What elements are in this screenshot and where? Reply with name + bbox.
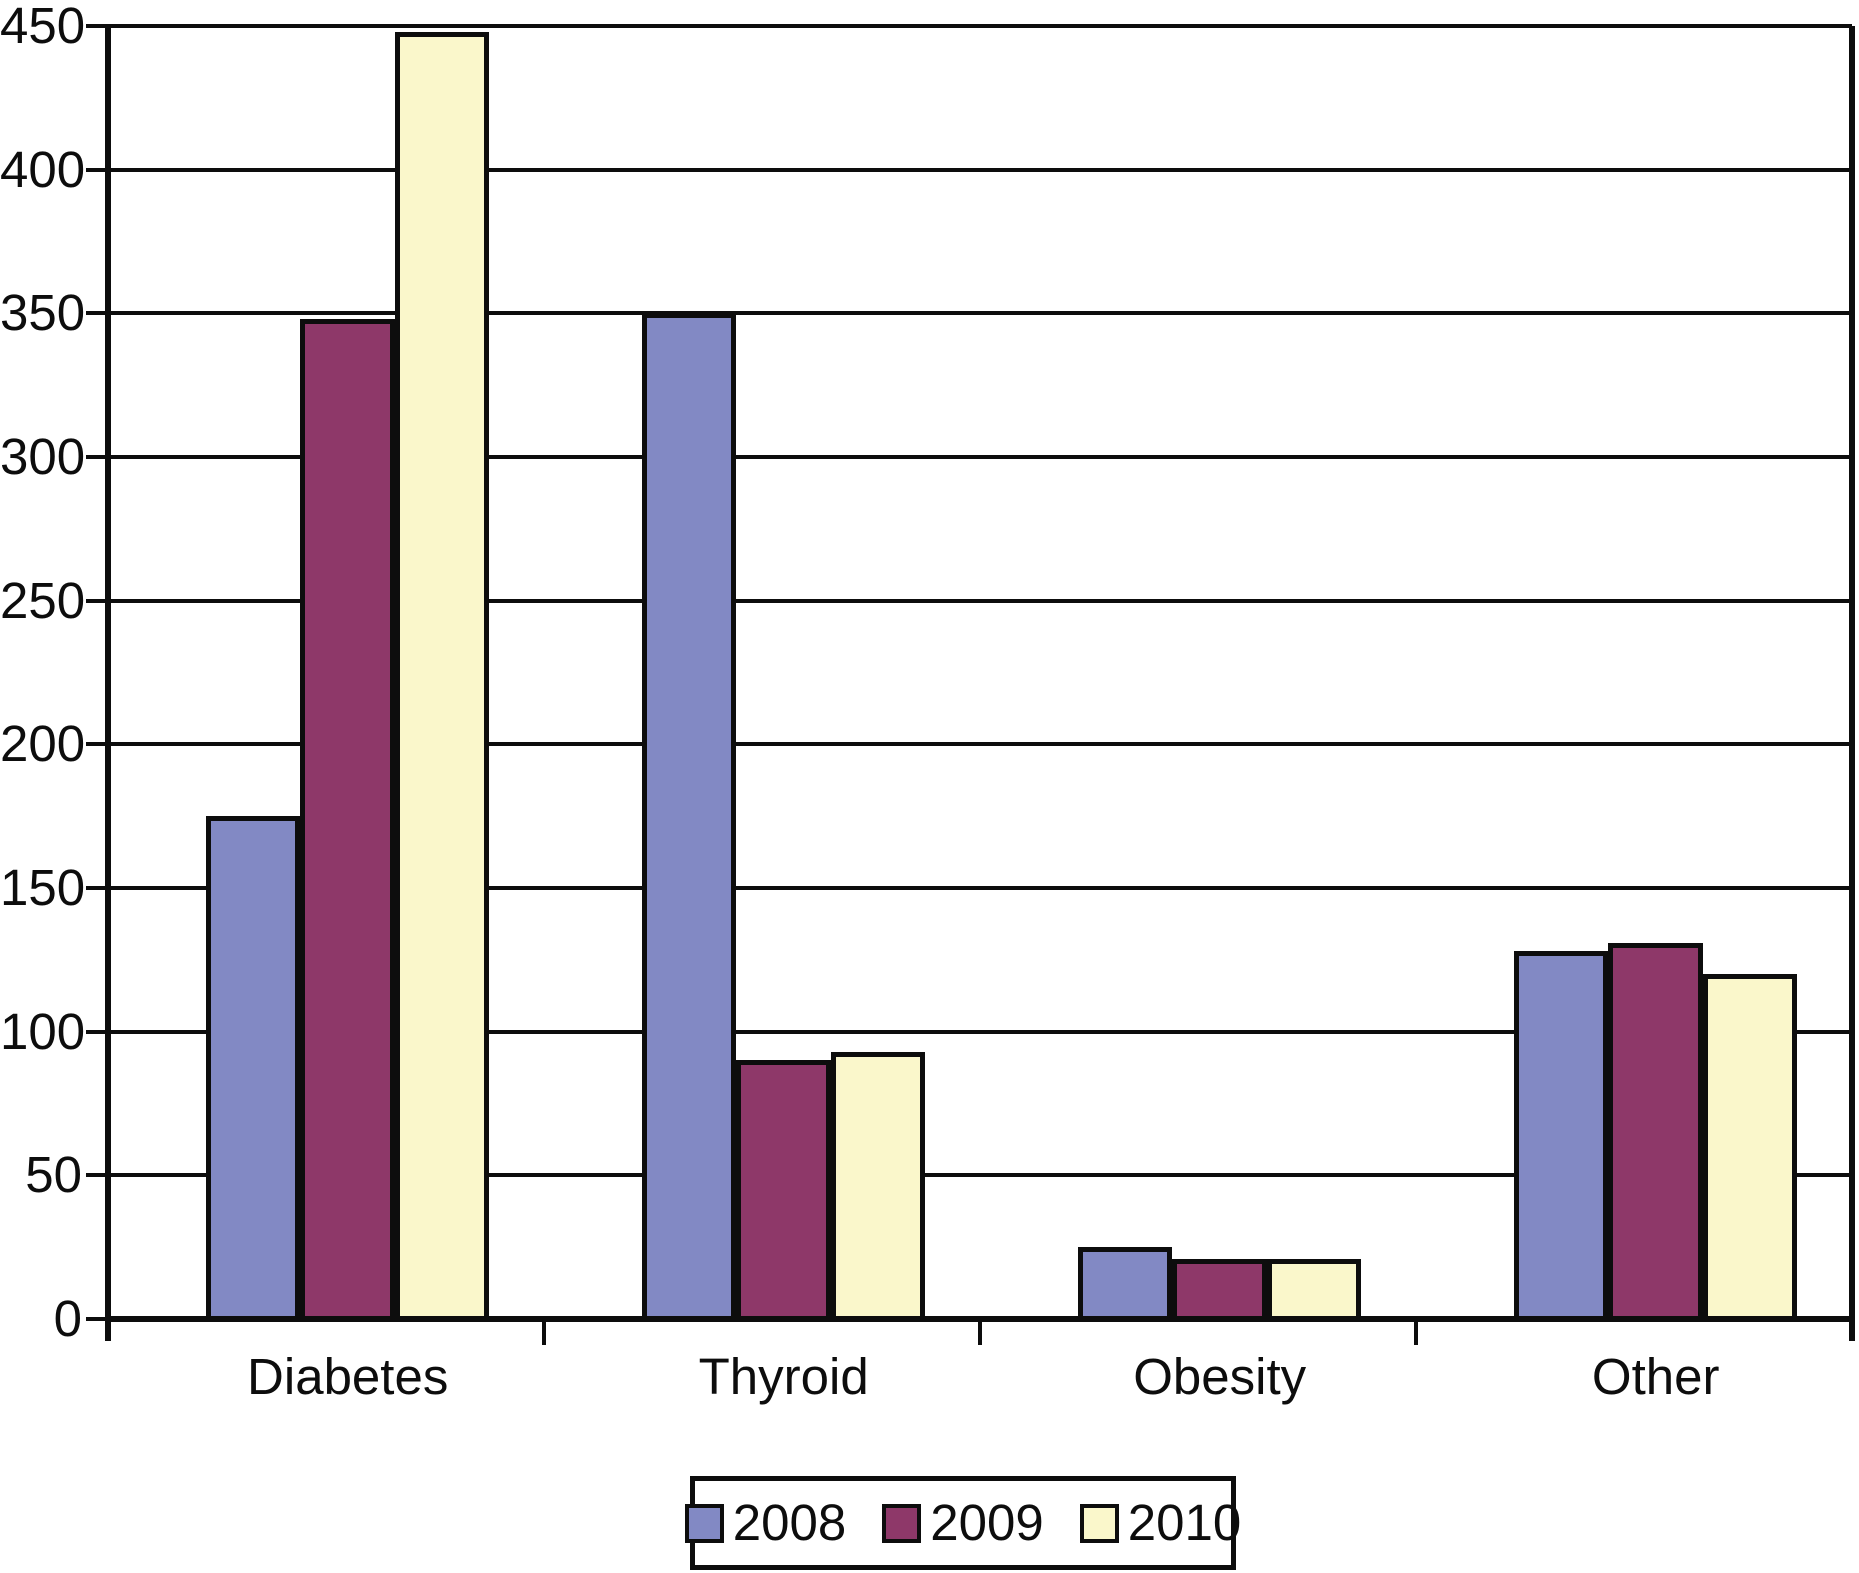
legend-label-2008: 2008 [732, 1494, 847, 1551]
bar-2008-obesity [1078, 1247, 1173, 1322]
x-axis-tick-3 [1414, 1319, 1418, 1345]
bar-2010-other [1702, 974, 1798, 1322]
legend-item-2010: 2010 [1079, 1494, 1242, 1551]
y-axis-tick-100 [86, 1029, 108, 1034]
gridline-y-300 [108, 455, 1852, 459]
bar-2009-diabetes [300, 319, 395, 1322]
gridline-y-150 [108, 886, 1852, 890]
gridline-y-200 [108, 742, 1852, 747]
y-axis-label-300: 300 [0, 428, 86, 485]
y-axis-tick-250 [86, 598, 108, 603]
legend-item-2009: 2009 [882, 1494, 1044, 1551]
y-axis-label-350: 350 [0, 284, 86, 342]
y-axis-tick-0 [86, 1317, 108, 1321]
legend: 2008 2009 2010 [684, 1476, 1241, 1570]
y-axis-tick-300 [86, 455, 108, 459]
y-axis-label-200: 200 [0, 715, 86, 773]
legend-swatch-2010 [1079, 1503, 1119, 1543]
gridline-y-400 [108, 167, 1852, 172]
gridline-y-250 [108, 598, 1852, 603]
legend-swatch-2008 [684, 1503, 724, 1543]
x-axis-line [105, 1316, 1855, 1322]
y-axis-tick-450 [86, 24, 108, 28]
gridline-y-350 [108, 311, 1852, 316]
bar-2009-obesity [1172, 1258, 1267, 1322]
bar-2010-diabetes [394, 31, 490, 1322]
bar-2010-obesity [1266, 1258, 1362, 1322]
x-axis-tick-2 [978, 1319, 982, 1345]
bar-2010-thyroid [830, 1051, 926, 1322]
bar-2009-other [1608, 942, 1703, 1322]
y-axis-label-250: 250 [0, 571, 86, 629]
x-axis-label-thyroid: Thyroid [698, 1348, 869, 1405]
y-axis-label-150: 150 [0, 859, 86, 916]
y-axis-label-50: 50 [25, 1146, 82, 1204]
y-axis-tick-150 [86, 886, 108, 890]
x-axis-label-diabetes: Diabetes [247, 1348, 449, 1405]
y-axis-label-450: 450 [0, 0, 86, 54]
legend-item-2008: 2008 [684, 1494, 847, 1551]
legend-label-2010: 2010 [1127, 1494, 1242, 1551]
y-axis-label-400: 400 [0, 140, 86, 198]
x-axis-label-obesity: Obesity [1133, 1348, 1307, 1405]
y-axis-tick-200 [86, 742, 108, 747]
bar-2009-thyroid [736, 1060, 831, 1322]
x-axis-tick-1 [542, 1319, 546, 1345]
gridline-y-100 [108, 1029, 1852, 1034]
y-axis-label-100: 100 [0, 1002, 86, 1060]
gridline-y-50 [108, 1173, 1852, 1178]
y-axis-line [105, 26, 111, 1341]
x-axis-label-other: Other [1591, 1348, 1720, 1405]
plot-right-edge [1849, 26, 1855, 1341]
bar-2008-thyroid [642, 313, 737, 1322]
bar-2008-diabetes [206, 816, 301, 1322]
y-axis-tick-50 [86, 1173, 108, 1178]
y-axis-tick-400 [86, 167, 108, 172]
legend-label-2009: 2009 [930, 1494, 1044, 1551]
gridline-y-top [108, 24, 1852, 28]
bar-2008-other [1514, 951, 1609, 1322]
y-axis-label-0: 0 [53, 1290, 82, 1347]
legend-swatch-2009 [882, 1503, 922, 1543]
y-axis-tick-350 [86, 311, 108, 316]
